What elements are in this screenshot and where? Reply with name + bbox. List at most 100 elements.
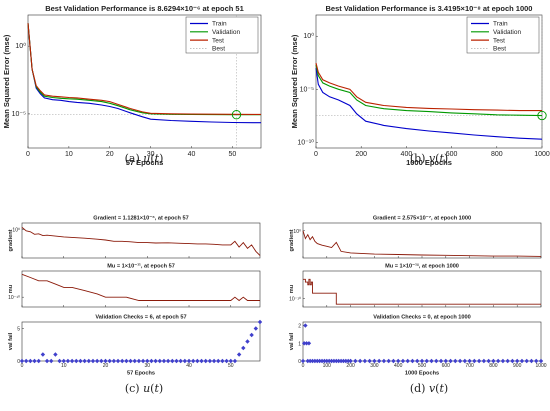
state_u-panel3-marker: [178, 358, 183, 364]
state_u-panel3-marker: [224, 358, 229, 364]
perf_v-xlabel: 1000 Epochs: [406, 158, 452, 167]
state_v-panel3-ytick-label: 2: [298, 324, 301, 330]
state_v-panel3-marker: [300, 358, 306, 364]
state_u-panel3-marker: [94, 358, 100, 364]
state_v-panel3-xtick-label: 400: [394, 363, 403, 369]
state_u-panel3-marker: [199, 358, 204, 364]
state_u-panel3-ytick-label: 5: [17, 327, 20, 333]
caption-paren: (: [150, 152, 154, 165]
state_v-panel3-marker: [434, 358, 439, 364]
state_v-panel2-axes-box: [302, 270, 542, 308]
perf_v-ylabel: Mean Squared Error (mse): [290, 34, 299, 128]
state_v-panel3-marker: [362, 358, 368, 364]
state_v-panel3-marker: [419, 358, 425, 364]
state_u-panel2-ylabel: mu: [8, 284, 14, 293]
state_u-panel3-marker: [44, 358, 50, 364]
state_u-panel3-marker: [153, 358, 158, 364]
state_u-xlabel: 57 Epochs: [127, 371, 155, 377]
state_v-panel3-marker: [519, 358, 525, 364]
state_v-panel3-marker: [312, 358, 318, 364]
state_u-panel3-marker: [103, 358, 108, 364]
state_u-panel3-marker: [253, 326, 259, 331]
state_v-panel3-marker: [448, 358, 453, 364]
caption-paren: (: [435, 152, 439, 165]
caption-function: v: [429, 152, 436, 165]
state_u-panel3-marker: [232, 358, 238, 364]
state_u-panel3-xtick-label: 10: [61, 363, 67, 369]
caption-d: (d) v(t): [410, 382, 448, 395]
state_u-panel3-marker: [40, 352, 46, 357]
state_v-panel3-marker: [329, 358, 334, 364]
state_v-panel3-marker: [301, 341, 307, 346]
state_v-panel3-ytick-label: 1: [298, 341, 301, 347]
caption-b: (b) v(t): [410, 152, 448, 165]
state_v-panel3-marker: [391, 358, 396, 364]
state_u-panel3-marker: [190, 358, 196, 364]
state_u-panel1-title: Gradient = 1.1281×10⁻⁶, at epoch 57: [93, 216, 188, 222]
state_u-panel3-marker: [28, 358, 33, 364]
perf_v-series-train: [315, 68, 543, 140]
state_v-panel3-marker: [538, 358, 544, 364]
perf_u-xtick-label: 20: [106, 151, 114, 158]
state_v-panel3-marker: [319, 358, 325, 364]
state_u-panel3-marker: [136, 358, 142, 364]
state_u-panel3-marker: [115, 358, 121, 364]
state_u-panel3-xtick-label: 50: [228, 363, 234, 369]
state_u-panel3-marker: [182, 358, 188, 364]
state_v-panel3-marker: [353, 358, 358, 364]
state_v-panel1-ylabel: gradient: [289, 229, 295, 251]
caption-paren: ): [444, 152, 448, 165]
perf_v-xtick-label: 1000: [534, 151, 550, 158]
perf_v-legend-label: Best: [493, 46, 506, 53]
state_u-panel3-marker: [61, 358, 66, 364]
state_u-panel3-marker: [157, 358, 162, 364]
state_v-panel3-marker: [510, 358, 515, 364]
state_v-panel3-xtick-label: 700: [465, 363, 474, 369]
caption-a: (a) u(t): [125, 152, 164, 165]
caption-label: (b): [410, 152, 429, 165]
perf_u-xtick-label: 50: [228, 151, 236, 158]
perf_u-best-marker: [231, 110, 242, 120]
perf_u-ylabel: Mean Squared Error (mse): [2, 34, 11, 128]
state_v-panel3-marker: [429, 358, 434, 364]
state_u-panel3-marker: [203, 358, 208, 364]
state_u-panel3-marker: [49, 358, 54, 364]
state_u-panel3-marker: [211, 358, 217, 364]
state_v-panel3-marker: [529, 358, 534, 364]
perf_u-xtick-label: 10: [65, 151, 73, 158]
state_u-panel3-marker: [120, 358, 125, 364]
state_v-panel3-marker: [515, 358, 520, 364]
state_v-panel3-marker: [357, 358, 363, 364]
state_u-panel3-marker: [249, 332, 254, 338]
perf_u-legend-label: Validation: [212, 29, 240, 36]
state_v-panel3-marker: [495, 358, 501, 364]
state_v-panel3-marker: [386, 358, 391, 364]
state_v-panel3-xtick-label: 100: [323, 363, 332, 369]
state_v-panel3-marker: [457, 358, 463, 364]
state_u-panel3-marker: [23, 358, 29, 364]
state_u-panel3-marker: [140, 358, 146, 364]
perf_v-xtick-label: 400: [401, 151, 413, 158]
state_v-panel3-marker: [534, 358, 539, 364]
perf_u-ytick-label: 10⁻⁵: [12, 111, 26, 118]
state_v-panel3-marker: [481, 358, 487, 364]
state_v-panel3-marker: [443, 358, 448, 364]
state_v-panel3-marker: [306, 341, 312, 346]
state_v-panel3-marker: [303, 323, 308, 328]
state_u-panel3-marker: [82, 358, 87, 364]
state_v-panel3-xtick-label: 500: [418, 363, 427, 369]
state_u-panel3-marker: [32, 358, 37, 364]
caption-function: u: [143, 152, 150, 165]
perf_v-ytick-label: 10⁻⁵: [300, 86, 314, 93]
state_u-panel1-ytick-label: 10⁰: [12, 227, 20, 233]
state_u-panel3-marker: [207, 358, 213, 364]
perf_v-legend-label: Train: [493, 21, 508, 28]
state_v-xlabel: 1000 Epochs: [405, 371, 439, 377]
state_v-panel3-marker: [334, 358, 339, 364]
state_v-panel3-marker: [310, 358, 315, 364]
state_v-panel3-axes-box: [302, 321, 542, 362]
state_u-panel3-xtick-label: 20: [103, 363, 109, 369]
state_v-panel1-axes-box: [302, 222, 542, 259]
state_u-panel3-marker: [170, 358, 175, 364]
